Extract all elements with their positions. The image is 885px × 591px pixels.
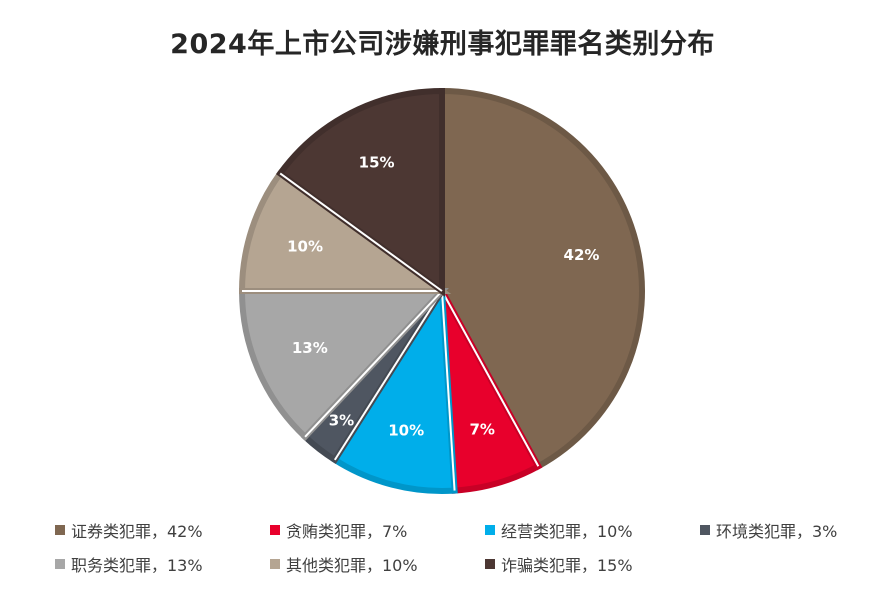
slice-label-4: 13% — [292, 339, 328, 357]
legend-label: 其他类犯罪，10% — [286, 556, 418, 575]
slice-separator — [333, 290, 443, 461]
pie-slice-5 — [238, 169, 452, 294]
legend-item-1: 贪贿类犯罪，7% — [270, 518, 485, 542]
pie-slice-2 — [330, 281, 458, 494]
legend-swatch — [485, 525, 495, 535]
legend-swatch — [700, 525, 710, 535]
chart-legend: 证券类犯罪，42% 贪贿类犯罪，7% 经营类犯罪，10% 环境类犯罪，3% 职务类犯罪，… — [55, 518, 875, 576]
slice-label-6: 15% — [359, 154, 395, 172]
legend-label: 职务类犯罪，13% — [71, 556, 203, 575]
slice-label-3: 3% — [329, 412, 354, 430]
legend-label: 经营类犯罪，10% — [501, 522, 633, 541]
legend-label: 诈骗类犯罪，15% — [501, 556, 633, 575]
legend-swatch — [55, 559, 65, 569]
legend-item-4: 职务类犯罪，13% — [55, 552, 270, 576]
legend-label: 证券类犯罪，42% — [71, 522, 203, 541]
pie-slice-0 — [439, 87, 645, 471]
slice-separator — [279, 172, 443, 292]
legend-label: 贪贿类犯罪，7% — [286, 522, 408, 541]
legend-item-3: 环境类犯罪，3% — [700, 518, 875, 542]
legend-item-0: 证券类犯罪，42% — [55, 518, 270, 542]
slice-separator — [441, 290, 456, 491]
legend-item-5: 其他类犯罪，10% — [270, 552, 485, 576]
slice-separator — [441, 290, 540, 467]
pie-slice-6 — [276, 87, 445, 297]
slice-label-2: 10% — [388, 421, 424, 439]
legend-swatch — [55, 525, 65, 535]
legend-swatch — [270, 525, 280, 535]
slice-label-5: 10% — [287, 238, 323, 256]
slice-label-0: 42% — [564, 246, 600, 264]
slice-separator — [304, 290, 443, 438]
pie-chart: 42% 7% 10% 3% 13% 10% 15% — [238, 87, 645, 494]
pie-slice-4 — [238, 288, 449, 442]
chart-title: 2024年上市公司涉嫌刑事犯罪罪名类别分布 — [170, 29, 715, 60]
legend-swatch — [485, 559, 495, 569]
legend-item-2: 经营类犯罪，10% — [485, 518, 700, 542]
slice-label-1: 7% — [469, 420, 494, 438]
legend-label: 环境类犯罪，3% — [716, 522, 838, 541]
legend-swatch — [270, 559, 280, 569]
legend-item-6: 诈骗类犯罪，15% — [485, 552, 700, 576]
